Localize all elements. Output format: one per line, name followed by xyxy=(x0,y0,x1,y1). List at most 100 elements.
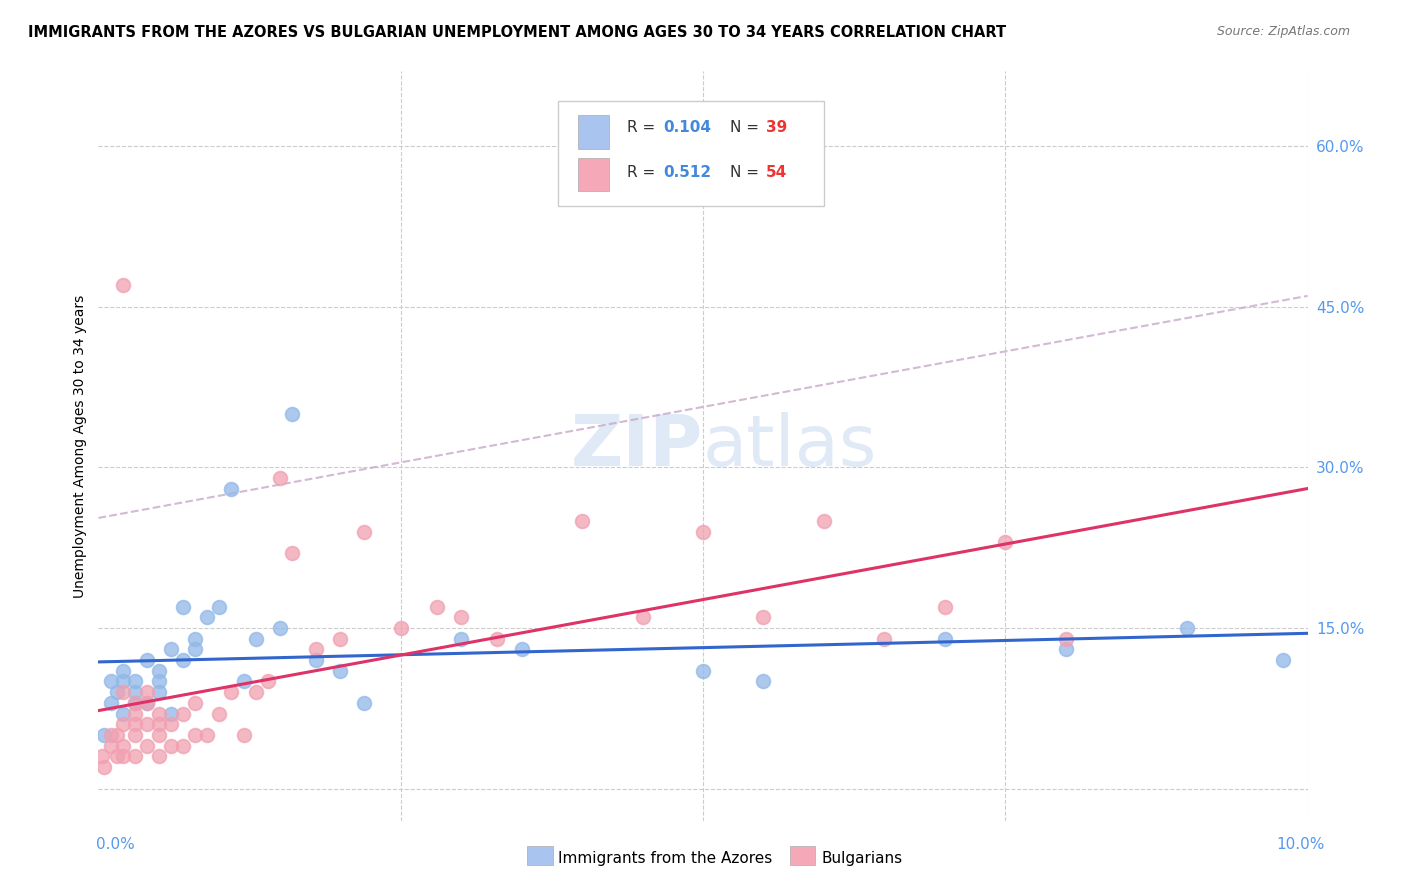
Point xyxy=(111,664,134,678)
Point xyxy=(124,728,146,742)
Point xyxy=(100,728,122,742)
Y-axis label: Unemployment Among Ages 30 to 34 years: Unemployment Among Ages 30 to 34 years xyxy=(73,294,87,598)
Point xyxy=(160,739,183,753)
Point xyxy=(329,664,352,678)
Point xyxy=(148,749,170,764)
Point xyxy=(752,610,775,624)
Text: N =: N = xyxy=(730,165,763,180)
Text: R =: R = xyxy=(627,120,659,135)
Point xyxy=(148,685,170,699)
Point xyxy=(105,728,128,742)
Point xyxy=(245,632,267,646)
Point xyxy=(148,728,170,742)
Point xyxy=(269,471,291,485)
Point xyxy=(135,717,157,731)
Text: ZIP: ZIP xyxy=(571,411,703,481)
Point xyxy=(111,685,134,699)
Point xyxy=(353,524,375,539)
Text: IMMIGRANTS FROM THE AZORES VS BULGARIAN UNEMPLOYMENT AMONG AGES 30 TO 34 YEARS C: IMMIGRANTS FROM THE AZORES VS BULGARIAN … xyxy=(28,25,1007,40)
Point xyxy=(305,642,328,657)
Point xyxy=(135,653,157,667)
Point xyxy=(305,653,328,667)
Point xyxy=(124,674,146,689)
Point xyxy=(100,696,122,710)
Point xyxy=(124,696,146,710)
Point xyxy=(994,535,1017,549)
Text: 0.104: 0.104 xyxy=(664,120,711,135)
Point xyxy=(692,664,714,678)
Point xyxy=(426,599,449,614)
Text: Source: ZipAtlas.com: Source: ZipAtlas.com xyxy=(1216,25,1350,38)
Point xyxy=(105,749,128,764)
Point xyxy=(105,685,128,699)
Point xyxy=(281,546,304,560)
Point xyxy=(195,728,218,742)
Point xyxy=(111,717,134,731)
Point xyxy=(752,674,775,689)
Point xyxy=(256,674,278,689)
Point xyxy=(100,739,122,753)
Text: R =: R = xyxy=(627,165,659,180)
Text: 10.0%: 10.0% xyxy=(1277,838,1324,852)
Point xyxy=(692,524,714,539)
Point xyxy=(232,674,254,689)
Point xyxy=(172,739,194,753)
Point xyxy=(329,632,352,646)
Point xyxy=(269,621,291,635)
Point xyxy=(184,696,207,710)
Point xyxy=(208,706,231,721)
Text: Immigrants from the Azores: Immigrants from the Azores xyxy=(558,852,772,866)
Text: 39: 39 xyxy=(766,120,787,135)
Point xyxy=(389,621,412,635)
Point xyxy=(160,717,183,731)
FancyBboxPatch shape xyxy=(558,102,824,206)
Point xyxy=(195,610,218,624)
Point xyxy=(813,514,835,528)
Point xyxy=(93,728,115,742)
Point xyxy=(93,760,115,774)
Point xyxy=(111,674,134,689)
Point xyxy=(111,749,134,764)
Point xyxy=(184,728,207,742)
Point xyxy=(135,696,157,710)
Point xyxy=(208,599,231,614)
Point xyxy=(1054,632,1077,646)
Point xyxy=(450,610,472,624)
Bar xyxy=(578,158,609,191)
Point xyxy=(160,642,183,657)
Point xyxy=(184,632,207,646)
Point xyxy=(172,599,194,614)
Point xyxy=(245,685,267,699)
Point xyxy=(172,706,194,721)
Point xyxy=(221,482,243,496)
Point xyxy=(91,749,114,764)
Point xyxy=(124,717,146,731)
Point xyxy=(172,653,194,667)
Point xyxy=(100,674,122,689)
Point xyxy=(486,632,509,646)
Point xyxy=(281,407,304,421)
Point xyxy=(1175,621,1198,635)
Point xyxy=(148,664,170,678)
Point xyxy=(135,685,157,699)
Point xyxy=(148,674,170,689)
Point xyxy=(124,696,146,710)
Point xyxy=(184,642,207,657)
Point xyxy=(221,685,243,699)
Point xyxy=(135,739,157,753)
Point xyxy=(111,706,134,721)
Point xyxy=(232,728,254,742)
Bar xyxy=(578,115,609,149)
Point xyxy=(934,632,956,646)
Point xyxy=(124,706,146,721)
Point xyxy=(124,685,146,699)
Text: N =: N = xyxy=(730,120,763,135)
Point xyxy=(353,696,375,710)
Point xyxy=(135,696,157,710)
Text: 0.0%: 0.0% xyxy=(96,838,135,852)
Point xyxy=(873,632,896,646)
Point xyxy=(160,706,183,721)
Point xyxy=(450,632,472,646)
Point xyxy=(510,642,533,657)
Point xyxy=(1272,653,1295,667)
